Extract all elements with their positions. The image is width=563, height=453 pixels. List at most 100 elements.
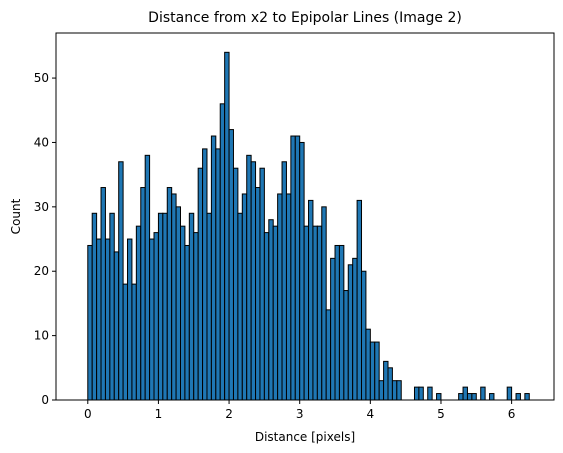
histogram-bar (356, 199, 363, 401)
histogram-bar (87, 244, 93, 401)
y-axis-ticks: 0 10 20 30 40 50 (34, 71, 56, 407)
histogram-bar (299, 141, 305, 401)
histogram-bar (144, 154, 151, 401)
histogram-bar (338, 244, 345, 401)
histogram-bar (369, 341, 376, 401)
histogram-bar (480, 386, 486, 401)
x-axis-ticks: 0 1 2 3 4 5 6 (84, 400, 515, 421)
histogram-bar (206, 212, 212, 401)
histogram-bar (109, 212, 115, 401)
histogram-bar (285, 193, 292, 401)
histogram-bar (427, 386, 433, 401)
histogram-bar (462, 386, 468, 401)
histogram-bar (122, 283, 129, 401)
histogram-bar (91, 212, 98, 401)
x-tick-label: 6 (508, 407, 516, 421)
histogram-bar (277, 193, 283, 401)
histogram-bar (246, 154, 252, 401)
histogram-bar (131, 283, 137, 401)
histogram-bar (149, 238, 155, 401)
histogram-bar (180, 225, 186, 401)
y-tick-label: 20 (34, 264, 49, 278)
histogram-bar (175, 206, 181, 401)
histogram-bar (343, 290, 349, 401)
x-tick-label: 5 (437, 407, 445, 421)
histogram-bar (197, 167, 204, 401)
histogram-bar (466, 393, 473, 401)
histogram-bar (166, 187, 173, 401)
y-tick-label: 10 (34, 329, 49, 343)
histogram-bar (171, 193, 177, 401)
histogram-bar (387, 367, 393, 401)
y-tick-label: 50 (34, 71, 49, 85)
histogram-bar (100, 187, 106, 401)
plot-frame (55, 32, 555, 401)
histogram-bar (374, 341, 380, 401)
histogram-bar (210, 135, 217, 401)
histogram-bar (219, 103, 226, 401)
histogram-bar (308, 199, 314, 401)
histogram-bar (290, 135, 296, 401)
histogram-bar (228, 129, 234, 401)
x-tick-label: 1 (155, 407, 163, 421)
histogram-bar (113, 251, 120, 401)
histogram-bar (237, 212, 243, 401)
bars-group (87, 51, 530, 401)
histogram-bar (241, 193, 248, 401)
histogram-bar (96, 238, 102, 401)
histogram-bar (383, 360, 389, 401)
histogram-bar (294, 135, 301, 401)
chart-title: Distance from x2 to Epipolar Lines (Imag… (148, 10, 462, 26)
y-tick-label: 0 (41, 393, 49, 407)
histogram-bar (436, 393, 442, 401)
histogram-bar (303, 225, 310, 401)
histogram-bar (255, 187, 261, 401)
histogram-bar (391, 380, 398, 401)
histogram-bar (118, 161, 124, 401)
histogram-bar (250, 161, 257, 401)
histogram-bar (325, 309, 332, 401)
histogram-bar (157, 212, 164, 401)
histogram-bar (316, 225, 323, 401)
y-tick-label: 40 (34, 135, 49, 149)
histogram-bar (334, 244, 340, 401)
histogram-bar (104, 238, 111, 401)
histogram-bar (413, 386, 420, 401)
histogram-bar (352, 257, 358, 401)
histogram-bar (506, 386, 513, 401)
histogram-bar (418, 386, 424, 401)
x-axis-label: Distance [pixels] (255, 430, 355, 444)
histogram-bar (361, 270, 367, 401)
histogram-bar (193, 232, 199, 401)
histogram-bar (347, 264, 354, 401)
histogram-bar (458, 393, 464, 401)
histogram-bar (188, 212, 195, 401)
histogram-bar (268, 219, 274, 401)
y-tick-label: 30 (34, 200, 49, 214)
x-tick-label: 3 (296, 407, 304, 421)
histogram-bar (489, 393, 495, 401)
x-tick-label: 0 (84, 407, 92, 421)
histogram-bar (135, 225, 142, 401)
histogram-bar (153, 232, 159, 401)
histogram-bar (321, 206, 327, 401)
histogram-bar (127, 238, 133, 401)
histogram-bar (524, 393, 530, 401)
histogram-bar (263, 232, 270, 401)
histogram-bar (162, 212, 168, 401)
histogram-bar (281, 161, 287, 401)
histogram-bar (378, 380, 385, 401)
histogram-bar (259, 167, 265, 401)
histogram-bar (471, 393, 477, 401)
histogram-bar (396, 380, 402, 401)
histogram-bar (202, 148, 208, 401)
histogram-bar (184, 244, 190, 401)
histogram-bar (232, 167, 239, 401)
histogram-bar (215, 148, 221, 401)
histogram-bar (515, 393, 521, 401)
x-tick-label: 2 (225, 407, 233, 421)
y-axis-label: Count (9, 198, 23, 234)
histogram-bar (272, 225, 279, 401)
histogram-bar (365, 328, 371, 401)
